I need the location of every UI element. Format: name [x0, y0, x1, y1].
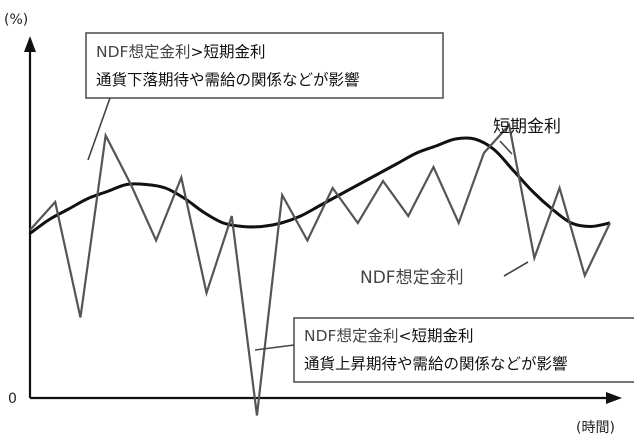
annotation-upper-leader: [87, 97, 111, 161]
series-line-ndf: [29, 122, 611, 416]
annotation-upper-box: [85, 32, 444, 99]
axes: (%) 0 (時間): [4, 12, 622, 436]
annotation-upper-title: NDF想定金利>短期金利: [96, 43, 265, 61]
annotation-upper-title-short: 短期金利: [203, 43, 265, 61]
y-axis-label: (%): [4, 12, 28, 28]
x-axis-label: (時間): [576, 420, 615, 436]
series-line-short-rate: [29, 136, 611, 235]
annotation-upper-body: 通貨下落期待や需給の関係などが影響: [96, 71, 360, 89]
x-axis-arrowhead: [606, 392, 622, 404]
annotation-lower-box: [293, 317, 634, 383]
annotation-lower-title: NDF想定金利<短期金利: [304, 327, 473, 345]
annotation-upper-title-sep: >: [190, 43, 203, 61]
annotation-lower-title-ndf: NDF想定金利: [304, 327, 398, 345]
series-label-short-rate: 短期金利: [493, 117, 561, 137]
annotation-upper-title-ndf: NDF想定金利: [96, 43, 190, 61]
annotation-upper: NDF想定金利>短期金利 通貨下落期待や需給の関係などが影響: [85, 32, 444, 161]
annotation-lower-title-short: 短期金利: [411, 327, 473, 345]
annotation-lower: NDF想定金利<短期金利 通貨上昇期待や需給の関係などが影響: [254, 317, 634, 383]
y-axis-arrowhead: [24, 36, 36, 52]
annotation-lower-title-sep: <: [398, 327, 411, 345]
series-label-leader-ndf: [503, 261, 529, 277]
series-label-ndf: NDF想定金利: [360, 268, 464, 288]
annotation-lower-leader: [254, 344, 295, 351]
series-label-leader-short-rate: [499, 140, 513, 155]
y-origin-label: 0: [8, 391, 17, 407]
annotation-lower-body: 通貨上昇期待や需給の関係などが影響: [304, 355, 568, 373]
